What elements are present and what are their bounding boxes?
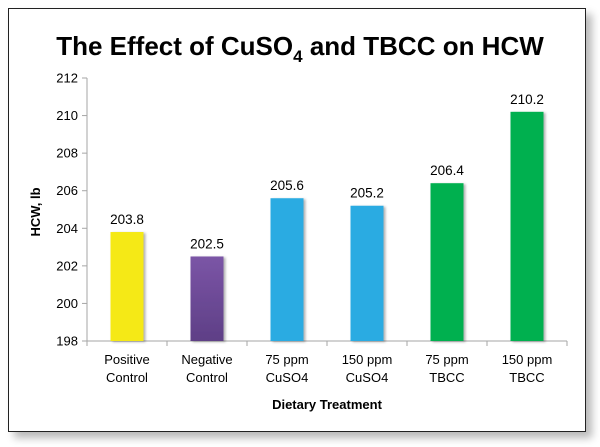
y-tick-label: 200	[56, 296, 78, 311]
x-tick-label: 150 ppm CuSO4	[342, 352, 393, 385]
bar	[510, 111, 544, 341]
y-tick-label: 198	[56, 334, 78, 349]
y-tick-label: 202	[56, 258, 78, 273]
bar	[110, 232, 144, 341]
x-tick-label: 150 ppm TBCC	[502, 352, 553, 385]
chart-title: The Effect of CuSO4 and TBCC on HCW	[56, 31, 544, 66]
bar	[430, 183, 464, 341]
data-label: 202.5	[190, 236, 224, 251]
y-tick-label: 210	[56, 108, 78, 123]
data-label: 206.4	[430, 163, 464, 178]
y-tick-label: 206	[56, 183, 78, 198]
x-tick-label: 75 ppm TBCC	[425, 352, 468, 385]
y-tick-label: 204	[56, 221, 78, 236]
x-tick-label: Positive Control	[104, 352, 150, 385]
x-tick-label: Negative Control	[181, 352, 232, 385]
y-tick-label: 208	[56, 146, 78, 161]
y-axis-label: HCW, lb	[28, 187, 43, 236]
bar	[190, 256, 224, 341]
data-label: 205.2	[350, 186, 384, 201]
x-axis-label: Dietary Treatment	[272, 397, 382, 412]
title-subscript: 4	[293, 47, 303, 66]
bar	[270, 198, 304, 341]
data-label: 203.8	[110, 212, 144, 227]
data-label: 205.6	[270, 178, 304, 193]
bar	[350, 205, 384, 341]
data-label: 210.2	[510, 92, 544, 107]
x-tick-label: 75 ppm CuSO4	[265, 352, 308, 385]
y-tick-label: 212	[56, 71, 78, 86]
